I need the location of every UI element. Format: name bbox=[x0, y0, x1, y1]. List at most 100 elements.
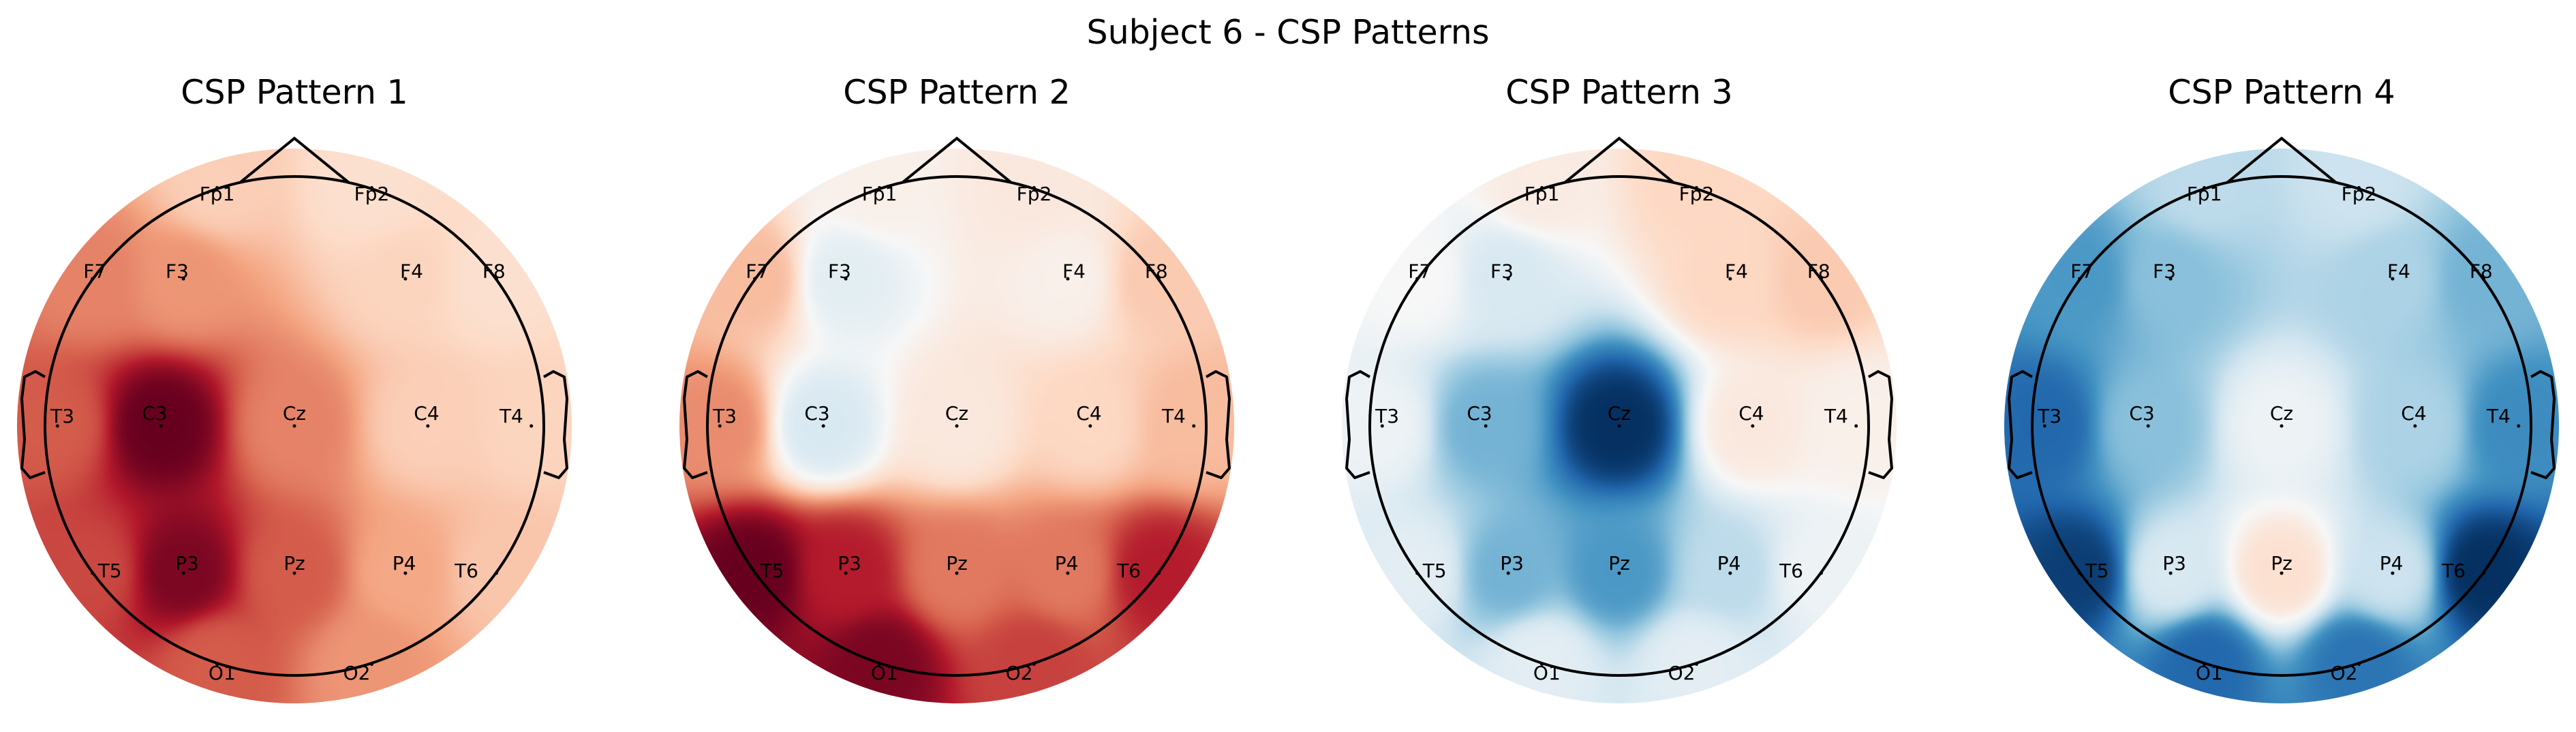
channel-marker bbox=[1156, 277, 1161, 281]
channel-marker bbox=[2203, 185, 2207, 189]
channel-label: Pz bbox=[1608, 552, 1630, 575]
channel-label: O1 bbox=[871, 662, 898, 684]
right-ear-outline bbox=[1206, 370, 1231, 479]
channel-label: P4 bbox=[1717, 552, 1741, 575]
left-ear-outline bbox=[683, 370, 708, 479]
channel-label: F8 bbox=[482, 260, 506, 283]
channel-label: T4 bbox=[1824, 405, 1848, 427]
left-ear-outline bbox=[2008, 370, 2033, 479]
left-ear-outline bbox=[1345, 370, 1370, 479]
channel-label: F3 bbox=[1490, 260, 1514, 283]
channel-marker bbox=[1617, 571, 1621, 575]
channel-label: P3 bbox=[2162, 552, 2186, 575]
channel-marker bbox=[2168, 277, 2173, 281]
channel-label: F7 bbox=[746, 260, 769, 283]
channel-label: T5 bbox=[1422, 560, 1447, 582]
channel-marker bbox=[878, 662, 882, 667]
channel-marker bbox=[1751, 424, 1755, 428]
channel-label: F4 bbox=[2387, 260, 2410, 283]
channel-label: O2 bbox=[2331, 662, 2358, 684]
right-ear-outline bbox=[2530, 370, 2556, 479]
channel-label: C4 bbox=[1076, 402, 1101, 425]
channel-marker bbox=[494, 571, 498, 575]
channel-label: C3 bbox=[142, 402, 167, 425]
channel-label: T4 bbox=[499, 405, 523, 427]
channel-label: O1 bbox=[209, 662, 236, 684]
head-outline bbox=[706, 175, 1208, 677]
channel-label: Cz bbox=[283, 402, 306, 425]
topomap-panel: CSP Pattern 4 Fp1 Fp2 F7 F3 F4 F8 T3 C3 Cz C4 T4 T5 P… bbox=[2004, 73, 2559, 703]
channel-label: Fp1 bbox=[862, 183, 898, 205]
channel-marker bbox=[1694, 185, 1698, 189]
channel-marker bbox=[2391, 277, 2395, 281]
channel-marker bbox=[1066, 277, 1070, 281]
channel-marker bbox=[2481, 277, 2485, 281]
channel-marker bbox=[2413, 424, 2417, 428]
channel-label: O2 bbox=[1006, 662, 1033, 684]
panel-title: CSP Pattern 3 bbox=[1505, 73, 1732, 112]
channel-marker bbox=[369, 662, 373, 667]
channel-marker bbox=[1506, 277, 1510, 281]
figure-suptitle: Subject 6 - CSP Patterns bbox=[1086, 13, 1489, 52]
channel-label: T4 bbox=[1161, 405, 1186, 427]
right-ear-outline bbox=[1868, 370, 1893, 479]
channel-marker bbox=[718, 424, 722, 428]
channel-label: Pz bbox=[283, 552, 305, 575]
channel-marker bbox=[403, 571, 408, 575]
channel-label: O2 bbox=[343, 662, 371, 684]
channel-label: Fp1 bbox=[2187, 183, 2222, 205]
channel-marker bbox=[159, 424, 163, 428]
channel-marker bbox=[1617, 424, 1621, 428]
topomap-panel: CSP Pattern 1 Fp1 Fp2 F7 F3 F4 F8 T3 C3 Cz C4 T4 T5 P… bbox=[17, 73, 572, 703]
channel-label: O1 bbox=[1533, 662, 1561, 684]
head-outline bbox=[44, 175, 545, 677]
topomap-panel: CSP Pattern 3 Fp1 Fp2 F7 F3 F4 F8 T3 C3 Cz C4 T4 T5 P… bbox=[1342, 73, 1897, 703]
channel-label: Pz bbox=[946, 552, 968, 575]
channel-label: F4 bbox=[1062, 260, 1086, 283]
channel-label: F7 bbox=[2070, 260, 2094, 283]
channel-marker bbox=[426, 424, 430, 428]
channel-label: T6 bbox=[2441, 560, 2466, 582]
channel-marker bbox=[955, 571, 959, 575]
channel-marker bbox=[753, 571, 757, 575]
channel-marker bbox=[1728, 277, 1732, 281]
left-ear-outline bbox=[20, 370, 46, 479]
channel-marker bbox=[1854, 424, 1858, 428]
channel-marker bbox=[181, 277, 185, 281]
channel-label: P3 bbox=[838, 552, 861, 575]
channel-marker bbox=[844, 571, 848, 575]
channel-label: P4 bbox=[393, 552, 416, 575]
channel-label: C4 bbox=[1738, 402, 1764, 425]
channel-marker bbox=[2168, 571, 2173, 575]
channel-marker bbox=[821, 424, 825, 428]
channel-label: F7 bbox=[83, 260, 106, 283]
channel-marker bbox=[2280, 424, 2284, 428]
channel-marker bbox=[215, 662, 219, 667]
channel-marker bbox=[1032, 185, 1036, 189]
channel-marker bbox=[369, 185, 373, 189]
panel-title: CSP Pattern 4 bbox=[2168, 73, 2395, 112]
channel-marker bbox=[91, 571, 95, 575]
channel-label: Cz bbox=[1608, 402, 1631, 425]
head-outline bbox=[2031, 175, 2532, 677]
channel-marker bbox=[494, 277, 498, 281]
channel-marker bbox=[55, 424, 59, 428]
channel-marker bbox=[1540, 662, 1544, 667]
channel-label: Fp2 bbox=[2342, 183, 2377, 205]
channel-label: O2 bbox=[1668, 662, 1696, 684]
channel-label: Fp1 bbox=[1524, 183, 1560, 205]
channel-label: F3 bbox=[166, 260, 189, 283]
channel-marker bbox=[2146, 424, 2150, 428]
channel-label: O1 bbox=[2196, 662, 2223, 684]
channel-marker bbox=[1819, 571, 1823, 575]
channel-marker bbox=[1506, 571, 1510, 575]
nose-outline bbox=[901, 136, 1013, 184]
channel-marker bbox=[215, 185, 219, 189]
channel-label: Pz bbox=[2271, 552, 2293, 575]
channel-marker bbox=[844, 277, 848, 281]
channel-label: T3 bbox=[1375, 405, 1399, 427]
channel-label: F3 bbox=[828, 260, 851, 283]
channel-marker bbox=[2481, 571, 2485, 575]
channel-label: C4 bbox=[2401, 402, 2426, 425]
